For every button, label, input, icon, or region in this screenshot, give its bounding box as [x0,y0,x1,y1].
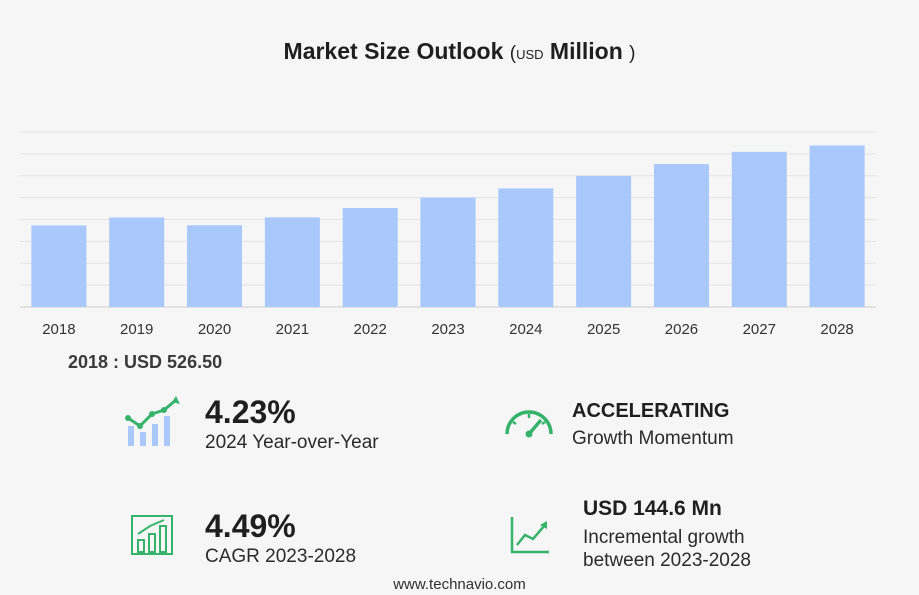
incremental-label-line1: Incremental growth [583,527,745,549]
cagr-stat: 4.49% CAGR 2023-2028 [205,510,356,569]
bar-chart: 2018 2019 2020 2021 2022 2023 2024 2025 2026 2027… [20,131,876,338]
yoy-stat: 4.23% 2024 Year-over-Year [205,396,379,455]
bar-2023 [420,197,476,307]
x-tick-label: 2018 [42,321,75,338]
incremental-value: USD 144.6 Mn [583,497,722,520]
footer-url: www.technavio.com [393,576,526,593]
bar-2022 [342,208,398,307]
cagr-value: 4.49% [205,508,296,544]
x-tick-label: 2027 [743,321,776,338]
bar-2019 [109,217,165,307]
bar-2027 [731,151,787,307]
x-tick-label: 2022 [353,321,386,338]
x-tick-label: 2020 [198,321,231,338]
cagr-label: CAGR 2023-2028 [205,546,357,567]
bar-growth-icon [131,515,173,555]
growth-chart-icon [125,396,180,446]
x-tick-label: 2023 [431,321,464,338]
x-tick-label: 2024 [509,321,542,338]
base-year-value: 2018 : USD 526.50 [68,352,223,372]
x-tick-label: 2028 [820,321,853,338]
x-tick-label: 2026 [665,321,698,338]
momentum-label: Growth Momentum [572,428,734,449]
title-unit: USD [516,47,544,62]
x-tick-label: 2021 [276,321,309,338]
bar-2024 [498,188,554,307]
incremental-stat: USD 144.6 Mn Incremental growth between … [583,496,751,573]
chart-title: Market Size Outlook (USD Million ) [0,38,919,65]
momentum-stat: ACCELERATING Growth Momentum [572,399,734,451]
bar-2020 [187,225,243,307]
trend-line-icon [510,517,549,554]
x-tick-label: 2019 [120,321,153,338]
bar-2021 [264,217,320,307]
bar-2018 [31,225,87,307]
bar-2026 [653,164,709,307]
bar-2025 [576,175,632,307]
title-close-paren: ) [629,43,636,64]
title-unit-word: Million [549,38,623,64]
speedometer-icon [505,410,553,438]
momentum-value: ACCELERATING [572,400,730,422]
incremental-label-line2: between 2023-2028 [583,549,751,571]
title-open-paren: ( [509,43,517,64]
yoy-label: 2024 Year-over-Year [205,432,379,453]
title-main: Market Size Outlook [283,38,504,64]
yoy-value: 4.23% [205,394,296,430]
x-tick-label: 2025 [587,321,620,338]
bar-2028 [809,145,865,307]
